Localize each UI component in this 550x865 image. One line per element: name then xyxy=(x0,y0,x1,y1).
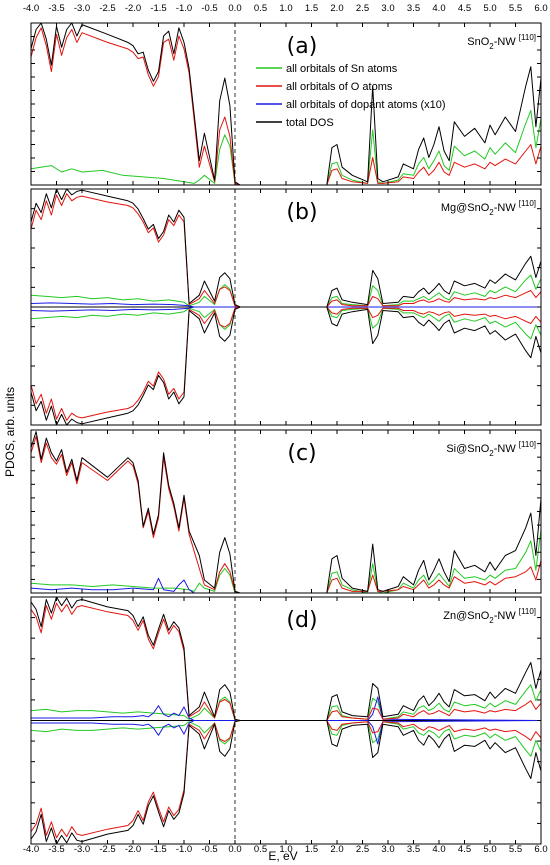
x-tick-label: 0.5 xyxy=(254,844,267,855)
x-tick-label: 1.5 xyxy=(305,3,318,14)
x-tick-label: 4.0 xyxy=(432,844,445,855)
system-suffix: -NW xyxy=(494,443,519,455)
panel-d: (d) Zn@SnO2-NW [110] xyxy=(30,596,542,845)
series-sn-spin-down xyxy=(31,720,541,757)
x-tick-label: -2.0 xyxy=(125,844,141,855)
panel-system-label: SnO2-NW [110] xyxy=(467,33,536,51)
x-tick-label: 4.0 xyxy=(432,3,445,14)
x-tick-label: 5.5 xyxy=(509,3,522,14)
x-tick-label: -1.0 xyxy=(176,3,192,14)
x-tick-label: 4.5 xyxy=(458,844,471,855)
system-superscript: [110] xyxy=(519,199,536,208)
series-dopant-spin-down xyxy=(31,306,541,312)
series-o-spin-up xyxy=(31,436,541,593)
panel-system-label: Si@SnO2-NW [110] xyxy=(446,440,536,458)
system-subscript: 2 xyxy=(489,449,494,458)
series-sn-spin-up xyxy=(31,274,541,308)
series-dopant-spin-up xyxy=(31,302,541,308)
series-dopant-spin-up xyxy=(31,577,541,593)
series-dopant-spin-up xyxy=(31,696,541,721)
panel-a: (a) SnO2-NW [110] all orbitals of Sn atoms… xyxy=(30,22,542,186)
system-superscript: [110] xyxy=(519,33,536,42)
x-tick-label: 3.5 xyxy=(407,844,420,855)
panel-b: (b) Mg@SnO2-NW [110] xyxy=(30,188,542,426)
x-tick-label: 3.0 xyxy=(381,3,394,14)
x-tick-label: 5.0 xyxy=(483,844,496,855)
x-tick-label: 1.5 xyxy=(305,844,318,855)
x-tick-label: 0.5 xyxy=(254,3,267,14)
x-tick-label: 6.0 xyxy=(534,844,547,855)
x-tick-label: 1.0 xyxy=(279,844,292,855)
series-dopant-spin-down xyxy=(31,720,541,745)
panel-tag: (b) xyxy=(286,200,317,225)
series-sn-spin-up xyxy=(31,684,541,721)
x-tick-label: -3.5 xyxy=(48,3,64,14)
x-tick-label: -2.5 xyxy=(99,3,115,14)
x-tick-label: -1.0 xyxy=(176,844,192,855)
x-tick-label: 2.0 xyxy=(330,3,343,14)
series-total-spin-up xyxy=(31,431,541,593)
x-axis-label: E, eV xyxy=(268,849,297,863)
panel-c: (c) Si@SnO2-NW [110] xyxy=(30,429,542,594)
x-tick-label: -1.5 xyxy=(150,844,166,855)
x-tick-label: 3.0 xyxy=(381,844,394,855)
series-total-spin-down xyxy=(31,720,541,844)
series-sn-spin-up xyxy=(31,110,541,185)
legend-label-total: total DOS xyxy=(286,117,334,129)
system-suffix: -NW xyxy=(494,202,519,214)
panel-tag: (a) xyxy=(287,34,318,59)
series-o-spin-down xyxy=(31,306,541,421)
x-tick-label: 4.5 xyxy=(458,3,471,14)
x-tick-label: 3.5 xyxy=(407,3,420,14)
x-tick-label: -0.5 xyxy=(201,844,217,855)
x-tick-label: -3.0 xyxy=(74,844,90,855)
x-tick-label: 0.0 xyxy=(228,3,241,14)
system-superscript: [110] xyxy=(519,440,536,449)
panels-layer: (a) SnO2-NW [110]all orbitals of Sn atoms… xyxy=(30,22,542,845)
system-subscript: 2 xyxy=(489,42,494,51)
x-tick-label: 2.0 xyxy=(330,844,343,855)
y-axis-label: PDOS, arb. units xyxy=(3,387,17,477)
system-superscript: [110] xyxy=(519,607,536,616)
series-total-spin-down xyxy=(31,306,541,425)
x-tick-labels: -4.0 -4.0 -3.5 -3.5 -3.0 -3.0 -2.5 -2.5 -2.0 -2.0… xyxy=(23,3,548,855)
system-main: Mg@SnO xyxy=(441,202,490,214)
x-tick-label: -0.5 xyxy=(201,3,217,14)
x-tick-label: -3.0 xyxy=(74,3,90,14)
x-tick-label: -3.5 xyxy=(48,844,64,855)
system-subscript: 2 xyxy=(489,208,494,217)
panel-system-label: Zn@SnO2-NW [110] xyxy=(443,607,536,625)
x-tick-label: 5.5 xyxy=(509,844,522,855)
system-main: SnO xyxy=(467,36,489,48)
x-tick-label: -4.0 xyxy=(23,3,39,14)
x-tick-label: -4.0 xyxy=(23,844,39,855)
panel-tag: (d) xyxy=(286,608,317,633)
system-subscript: 2 xyxy=(489,616,494,625)
system-main: Si@SnO xyxy=(446,443,489,455)
panel-system-label: Mg@SnO2-NW [110] xyxy=(441,199,536,217)
x-tick-label: 6.0 xyxy=(534,3,547,14)
x-tick-label: 0.0 xyxy=(228,844,241,855)
legend: all orbitals of Sn atoms all orbitals of … xyxy=(256,63,446,129)
x-tick-label: 2.5 xyxy=(356,3,369,14)
system-suffix: -NW xyxy=(494,610,519,622)
series-total-spin-up xyxy=(31,23,541,185)
legend-label-o: all orbitals of O atoms xyxy=(286,81,393,93)
system-main: Zn@SnO xyxy=(443,610,489,622)
legend-label-sn: all orbitals of Sn atoms xyxy=(286,63,398,75)
x-tick-label: 5.0 xyxy=(483,3,496,14)
x-tick-label: 1.0 xyxy=(279,3,292,14)
series-sn-spin-down xyxy=(31,306,541,340)
x-tick-label: -1.5 xyxy=(150,3,166,14)
legend-label-dopant: all orbitals of dopant atoms (x10) xyxy=(286,99,446,111)
series-o-spin-up xyxy=(31,27,541,185)
x-tick-label: 2.5 xyxy=(356,844,369,855)
x-tick-label: -2.5 xyxy=(99,844,115,855)
series-o-spin-down xyxy=(31,720,541,839)
x-tick-label: -2.0 xyxy=(125,3,141,14)
system-suffix: -NW xyxy=(494,36,519,48)
panel-tag: (c) xyxy=(287,441,316,466)
